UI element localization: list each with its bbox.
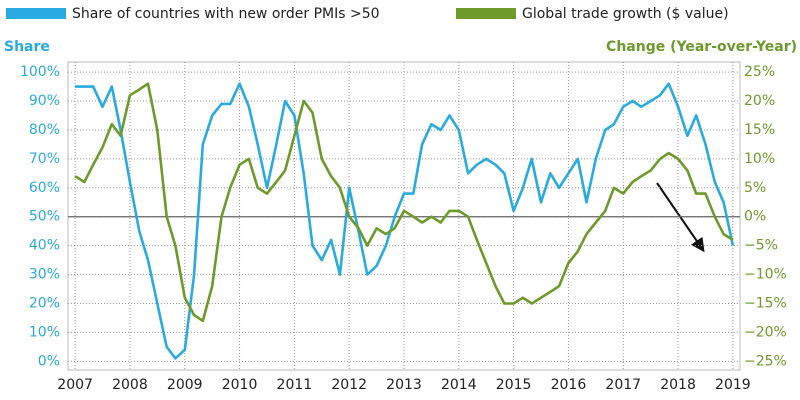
legend-swatch: [456, 8, 516, 19]
x-tick-label: 2013: [386, 377, 422, 393]
y-tick-label: 20%: [29, 295, 60, 311]
x-tick-label: 2019: [715, 377, 751, 393]
y2-tick-label: −15%: [744, 295, 787, 311]
y2-tick-label: −5%: [744, 238, 778, 254]
x-tick-label: 2011: [277, 377, 313, 393]
x-tick-label: 2012: [331, 377, 367, 393]
legend-swatch: [6, 8, 66, 19]
y-axis-title: Share: [4, 39, 50, 55]
y2-tick-label: 25%: [744, 64, 775, 80]
y2-axis-title: Change (Year-over-Year): [606, 39, 797, 55]
y-tick-label: 80%: [29, 122, 60, 138]
y-tick-label: 0%: [38, 353, 60, 369]
y2-tick-label: 10%: [744, 151, 775, 167]
y-tick-label: 90%: [29, 93, 60, 109]
series-line: [75, 82, 735, 360]
x-tick-label: 2014: [441, 377, 477, 393]
y2-tick-label: 20%: [744, 93, 775, 109]
y-tick-label: 10%: [29, 324, 60, 340]
series-line: [74, 82, 734, 323]
x-tick-label: 2007: [57, 377, 93, 393]
x-tick-label: 2008: [112, 377, 148, 393]
y-tick-label: 70%: [29, 151, 60, 167]
y2-tick-label: −20%: [744, 324, 787, 340]
x-tick-label: 2017: [605, 377, 641, 393]
y2-tick-label: −10%: [744, 267, 787, 283]
x-tick-label: 2009: [167, 377, 203, 393]
y-tick-label: 100%: [20, 64, 60, 80]
legend-label: Share of countries with new order PMIs >…: [72, 6, 380, 22]
x-tick-label: 2016: [551, 377, 587, 393]
y2-tick-label: 0%: [744, 209, 766, 225]
y2-tick-label: 5%: [744, 180, 766, 196]
y-tick-label: 30%: [29, 267, 60, 283]
legend-label: Global trade growth ($ value): [522, 6, 729, 22]
y-tick-label: 60%: [29, 180, 60, 196]
x-tick-label: 2010: [222, 377, 258, 393]
y-tick-label: 40%: [29, 238, 60, 254]
x-tick-label: 2015: [496, 377, 532, 393]
x-tick-label: 2018: [660, 377, 696, 393]
y-tick-label: 50%: [29, 209, 60, 225]
y2-tick-label: 15%: [744, 122, 775, 138]
y2-tick-label: −25%: [744, 353, 787, 369]
